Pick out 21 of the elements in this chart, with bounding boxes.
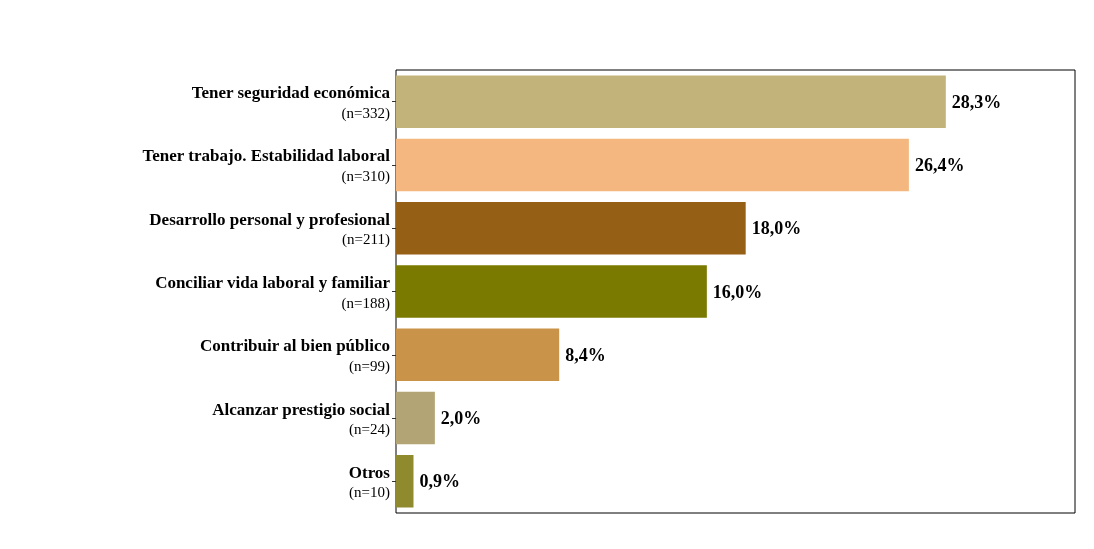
y-tick-label: Contribuir al bien público (n=99): [199, 336, 390, 375]
data-label: 26,4%: [914, 154, 965, 175]
bar: [396, 201, 746, 255]
y-tick-label: Alcanzar prestigio social (n=24): [212, 399, 391, 439]
data-label: 18,0%: [751, 218, 802, 239]
bar: [396, 265, 707, 318]
bar: [396, 138, 909, 192]
data-label: 16,0%: [712, 281, 763, 302]
bar: [396, 455, 414, 508]
y-tick-label: Tener seguridad económica (n=332): [191, 83, 391, 122]
y-tick-label: Conciliar vida laboral y familiar (n=188): [155, 273, 391, 312]
bar: [396, 328, 560, 382]
data-label: 8,4%: [565, 344, 606, 365]
y-tick-label: Tener trabajo. Estabilidad laboral (n=310): [142, 146, 391, 185]
data-label: 0,9%: [419, 471, 460, 492]
y-tick-label: Otros (n=10): [348, 462, 391, 502]
data-label: 28,3%: [951, 91, 1002, 112]
data-label: 2,0%: [440, 408, 482, 429]
y-tick-label: Desarrollo personal y profesional (n=211): [149, 209, 391, 249]
bar: [396, 75, 946, 128]
bar: [396, 391, 435, 445]
